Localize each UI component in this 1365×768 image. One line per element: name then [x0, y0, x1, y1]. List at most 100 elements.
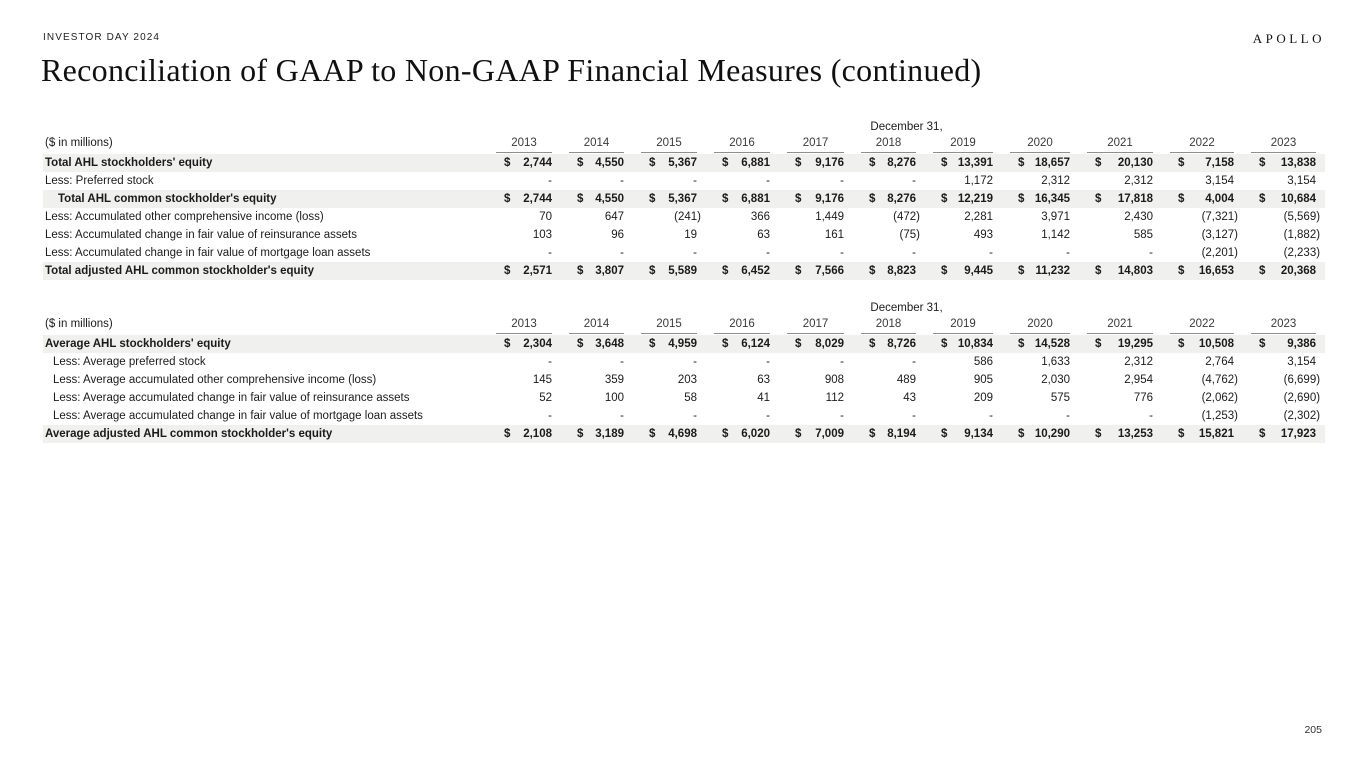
- value-cell: $8,276: [853, 154, 925, 172]
- year-column-header: 2018: [853, 134, 925, 154]
- cell-value: 16,345: [1034, 193, 1070, 205]
- row-label: Average adjusted AHL common stockholder'…: [43, 425, 488, 443]
- value-cell: $18,657: [1002, 154, 1079, 172]
- cell-value: 2,304: [523, 338, 552, 350]
- value-cell: $17,818: [1079, 190, 1162, 208]
- dollar-sign: $: [795, 157, 802, 169]
- dollar-sign: $: [795, 428, 802, 440]
- value-cell: $7,158: [1162, 154, 1243, 172]
- dollar-sign: $: [722, 338, 729, 350]
- year-column-header: 2023: [1243, 315, 1325, 335]
- dollar-sign: $: [1095, 428, 1102, 440]
- value-cell: $5,367: [633, 154, 706, 172]
- dollar-sign: $: [941, 338, 948, 350]
- value-cell: -: [548, 175, 552, 187]
- dollar-sign: $: [795, 338, 802, 350]
- value-cell: $5,367: [633, 190, 706, 208]
- value-cell: -: [766, 410, 770, 422]
- value-cell: 2,030: [1041, 374, 1070, 386]
- value-cell: 145: [532, 374, 552, 386]
- value-cell: -: [766, 247, 770, 259]
- value-cell: $11,232: [1002, 262, 1079, 280]
- cell-value: 13,391: [957, 157, 993, 169]
- row-label: Less: Accumulated change in fair value o…: [45, 247, 371, 259]
- cell-value: 19,295: [1117, 338, 1153, 350]
- value-cell: 1,172: [964, 175, 993, 187]
- value-cell: $13,253: [1079, 425, 1162, 443]
- value-cell: -: [620, 175, 624, 187]
- cell-value: 7,566: [815, 265, 844, 277]
- value-cell: $15,821: [1162, 425, 1243, 443]
- value-cell: $6,881: [706, 154, 779, 172]
- cell-value: 16,653: [1198, 265, 1234, 277]
- table-average-ahl-stockholders-equity: December 31, ($ in millions) 2013 2014 2015 2…: [43, 297, 1326, 443]
- year-column-header: 2019: [925, 315, 1002, 335]
- dollar-sign: $: [941, 265, 948, 277]
- cell-value: 8,726: [887, 338, 916, 350]
- year-column-header: 2017: [779, 315, 853, 335]
- cell-value: 10,508: [1198, 338, 1234, 350]
- reconciliation-table: December 31, ($ in millions) 2013 2014 2015 2…: [43, 116, 1326, 280]
- dollar-sign: $: [722, 265, 729, 277]
- cell-value: 12,219: [957, 193, 993, 205]
- year-column-header: 2022: [1162, 134, 1243, 154]
- value-cell: (472): [893, 211, 920, 223]
- value-cell: -: [989, 247, 993, 259]
- table-row: Less: Accumulated change in fair value o…: [43, 226, 1325, 244]
- value-cell: (6,699): [1283, 374, 1321, 386]
- cell-value: 5,367: [668, 193, 697, 205]
- value-cell: -: [693, 410, 697, 422]
- dollar-sign: $: [941, 157, 948, 169]
- reconciliation-table: December 31, ($ in millions) 2013 2014 2015 2…: [43, 297, 1326, 443]
- value-cell: -: [1066, 247, 1070, 259]
- value-cell: 647: [604, 211, 624, 223]
- value-cell: -: [1149, 247, 1153, 259]
- cell-value: 2,744: [523, 157, 552, 169]
- value-cell: (2,233): [1283, 247, 1321, 259]
- year-column-header: 2020: [1002, 315, 1079, 335]
- dollar-sign: $: [795, 193, 802, 205]
- value-cell: $10,834: [925, 335, 1002, 353]
- unit-label: ($ in millions): [45, 137, 113, 149]
- value-cell: 203: [677, 374, 697, 386]
- group-header-december-31: December 31,: [870, 302, 943, 314]
- year-column-header: 2022: [1162, 315, 1243, 335]
- value-cell: -: [620, 410, 624, 422]
- cell-value: 13,838: [1280, 157, 1317, 169]
- year-column-header: 2014: [561, 315, 633, 335]
- value-cell: -: [912, 410, 916, 422]
- value-cell: -: [548, 410, 552, 422]
- value-cell: 493: [973, 229, 993, 241]
- dollar-sign: $: [1259, 157, 1266, 169]
- table-row: Less: Average accumulated change in fair…: [43, 389, 1325, 407]
- cell-value: 8,823: [887, 265, 916, 277]
- group-header-spacer: [43, 297, 488, 315]
- value-cell: $8,194: [853, 425, 925, 443]
- year-column-header: 2013: [488, 315, 561, 335]
- value-cell: $9,176: [779, 190, 853, 208]
- dollar-sign: $: [1018, 428, 1025, 440]
- cell-value: 18,657: [1034, 157, 1070, 169]
- cell-value: 15,821: [1198, 428, 1234, 440]
- dollar-sign: $: [1095, 157, 1102, 169]
- value-cell: -: [840, 175, 844, 187]
- year-column-header: 2021: [1079, 134, 1162, 154]
- value-cell: $13,391: [925, 154, 1002, 172]
- cell-value: 5,589: [668, 265, 697, 277]
- cell-value: 6,020: [741, 428, 770, 440]
- cell-value: 6,124: [741, 338, 770, 350]
- value-cell: $2,744: [488, 190, 561, 208]
- value-cell: -: [766, 356, 770, 368]
- cell-value: 6,881: [741, 193, 770, 205]
- table-row: Less: Average preferred stock - - - - - - 586 1,…: [43, 353, 1325, 371]
- value-cell: (2,201): [1201, 247, 1238, 259]
- value-cell: -: [620, 247, 624, 259]
- value-cell: 366: [750, 211, 770, 223]
- year-column-header: 2015: [633, 315, 706, 335]
- value-cell: -: [912, 175, 916, 187]
- year-column-header: 2020: [1002, 134, 1079, 154]
- dollar-sign: $: [1259, 338, 1266, 350]
- dollar-sign: $: [869, 428, 876, 440]
- year-column-header: 2023: [1243, 134, 1325, 154]
- value-cell: 1,449: [815, 211, 844, 223]
